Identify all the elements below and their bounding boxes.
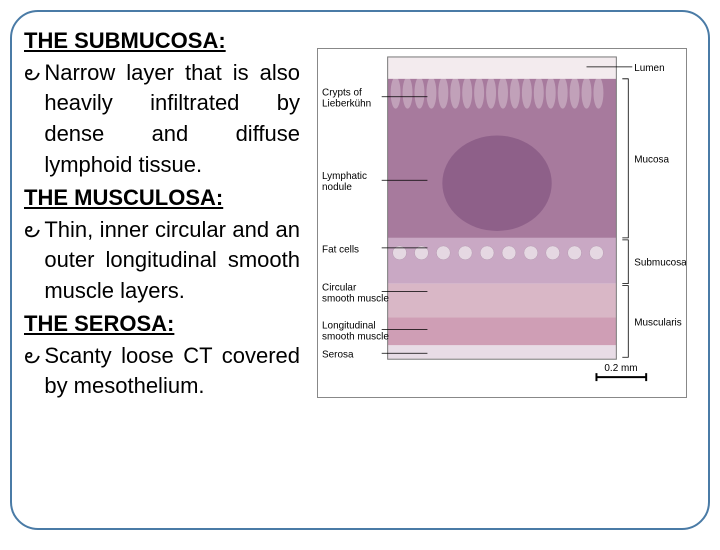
bullet-text-serosa: Scanty loose CT covered by mesothelium. [44, 341, 300, 403]
heading-musculosa: THE MUSCULOSA: [24, 183, 300, 213]
svg-text:nodule: nodule [322, 182, 352, 193]
bullet-submucosa: ౿ Narrow layer that is also heavily infi… [24, 58, 300, 181]
svg-text:Lieberkühn: Lieberkühn [322, 99, 371, 110]
heading-serosa: THE SEROSA: [24, 309, 300, 339]
svg-text:Muscularis: Muscularis [634, 317, 682, 328]
svg-text:Serosa: Serosa [322, 350, 354, 361]
svg-text:Mucosa: Mucosa [634, 154, 669, 165]
svg-text:Fat cells: Fat cells [322, 244, 359, 255]
histology-figure: Crypts ofLieberkühn Lymphaticnodule Fat ce… [317, 48, 687, 398]
bullet-serosa: ౿ Scanty loose CT covered by mesothelium… [24, 341, 300, 403]
text-column: THE SUBMUCOSA: ౿ Narrow layer that is al… [16, 20, 306, 520]
image-column: Crypts ofLieberkühn Lymphaticnodule Fat ce… [306, 20, 698, 520]
svg-text:Longitudinal: Longitudinal [322, 320, 376, 331]
bullet-icon: ౿ [24, 58, 40, 89]
svg-text:Lumen: Lumen [634, 63, 664, 74]
bullet-musculosa: ౿ Thin, inner circular and an outer long… [24, 215, 300, 307]
svg-text:Circular: Circular [322, 283, 357, 294]
bullet-text-submucosa: Narrow layer that is also heavily infilt… [44, 58, 300, 181]
bullet-icon: ౿ [24, 215, 40, 246]
bullet-icon: ౿ [24, 341, 40, 372]
slide-frame: THE SUBMUCOSA: ౿ Narrow layer that is al… [10, 10, 710, 530]
svg-text:Submucosa: Submucosa [634, 258, 687, 269]
svg-text:Crypts of: Crypts of [322, 88, 362, 99]
svg-text:Lymphatic: Lymphatic [322, 171, 367, 182]
bullet-text-musculosa: Thin, inner circular and an outer longit… [44, 215, 300, 307]
svg-text:smooth muscle: smooth muscle [322, 331, 389, 342]
heading-submucosa: THE SUBMUCOSA: [24, 26, 300, 56]
svg-text:0.2 mm: 0.2 mm [604, 363, 637, 374]
svg-text:smooth muscle: smooth muscle [322, 294, 389, 305]
